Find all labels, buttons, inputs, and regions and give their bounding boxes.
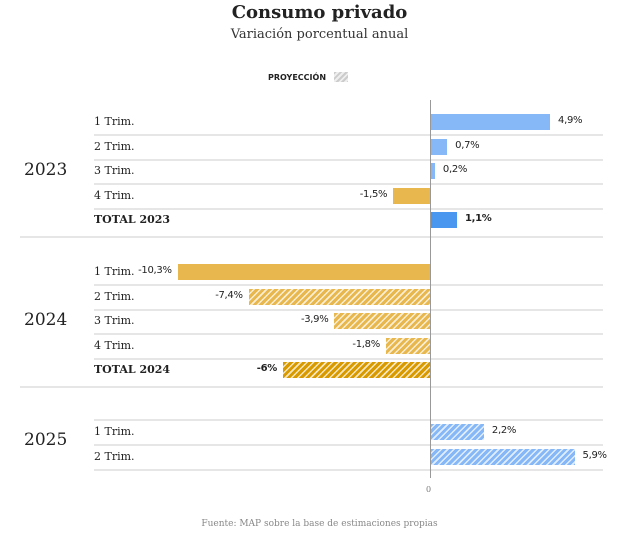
row-label: 1 Trim. bbox=[94, 425, 135, 438]
zero-axis-line bbox=[430, 100, 431, 478]
bar-2024-3 bbox=[334, 313, 430, 330]
value-label: 1,1% bbox=[464, 213, 492, 225]
bar-2024-2 bbox=[248, 288, 430, 305]
row-label: 2 Trim. bbox=[94, 289, 135, 303]
row-label: 2 Trim. bbox=[94, 139, 135, 153]
value-label: -1,8% bbox=[352, 338, 380, 350]
value-label: 0,2% bbox=[442, 164, 468, 176]
bar-2023-4 bbox=[393, 187, 430, 204]
value-label: 5,9% bbox=[582, 449, 608, 461]
bar-2023-1 bbox=[430, 114, 551, 130]
row-label: 4 Trim. bbox=[94, 188, 135, 202]
row-label: 1 Trim. bbox=[94, 115, 135, 128]
value-label: -1,5% bbox=[359, 188, 388, 200]
bar-2023-3 bbox=[430, 163, 435, 180]
row-label: 3 Trim. bbox=[94, 164, 135, 178]
value-label: -3,9% bbox=[300, 314, 329, 326]
row-separator bbox=[20, 236, 603, 239]
row-separator bbox=[94, 158, 603, 161]
row-separator bbox=[94, 183, 603, 186]
row-separator bbox=[94, 419, 603, 421]
value-label: 4,9% bbox=[558, 115, 583, 126]
value-label: 2,2% bbox=[491, 425, 517, 436]
chart-subtitle: Variación porcentual anual bbox=[230, 27, 409, 42]
bar-2024-5 bbox=[283, 362, 430, 379]
row-separator bbox=[94, 444, 603, 446]
row-label: TOTAL 2023 bbox=[94, 213, 171, 227]
value-label: -10,3% bbox=[138, 265, 172, 276]
row-separator bbox=[94, 468, 603, 471]
year-label: 2024 bbox=[24, 309, 68, 330]
legend: PROYECCIÓN bbox=[268, 72, 349, 82]
legend-label: PROYECCIÓN bbox=[268, 72, 327, 82]
row-separator bbox=[94, 207, 603, 210]
row-separator bbox=[20, 386, 603, 389]
year-label: 2023 bbox=[24, 159, 68, 180]
row-separator bbox=[94, 134, 603, 136]
row-separator bbox=[94, 308, 603, 311]
bar-2025-2 bbox=[430, 448, 575, 465]
bar-2023-5 bbox=[430, 212, 457, 229]
row-label: 4 Trim. bbox=[94, 338, 135, 352]
row-label: 2 Trim. bbox=[94, 449, 135, 463]
value-label: -6% bbox=[256, 363, 278, 375]
value-label: 0,7% bbox=[455, 139, 480, 151]
bar-2025-1 bbox=[430, 424, 484, 440]
row-label: 3 Trim. bbox=[94, 314, 135, 328]
chart-title: Consumo privado bbox=[231, 2, 408, 23]
bar-2024-1 bbox=[177, 264, 430, 280]
row-separator bbox=[94, 357, 603, 360]
legend-hatch-swatch bbox=[334, 72, 349, 82]
row-separator bbox=[94, 284, 603, 286]
bar-2024-4 bbox=[385, 337, 430, 354]
year-label: 2025 bbox=[24, 430, 68, 450]
row-label: 1 Trim. bbox=[94, 265, 135, 278]
source-note: Fuente: MAP sobre la base de estimacione… bbox=[201, 519, 438, 529]
row-label: TOTAL 2024 bbox=[94, 363, 171, 377]
value-label: -7,4% bbox=[215, 289, 243, 301]
row-separator bbox=[94, 333, 603, 336]
bar-2023-2 bbox=[430, 138, 448, 155]
zero-tick-label: 0 bbox=[426, 485, 432, 494]
